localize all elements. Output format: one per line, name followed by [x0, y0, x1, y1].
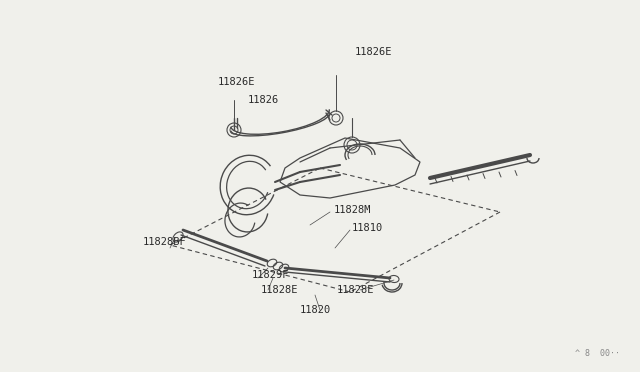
Text: 11826E: 11826E — [355, 47, 392, 57]
Text: 11826: 11826 — [248, 95, 279, 105]
Text: 11810: 11810 — [352, 223, 383, 233]
Text: 11828E: 11828E — [261, 285, 298, 295]
Text: 11829F: 11829F — [252, 270, 289, 280]
Polygon shape — [280, 138, 420, 198]
Text: 11820: 11820 — [300, 305, 332, 315]
Text: 11828BF: 11828BF — [143, 237, 187, 247]
Text: 11826E: 11826E — [218, 77, 255, 87]
Text: 11828E: 11828E — [337, 285, 374, 295]
Text: 11828M: 11828M — [334, 205, 371, 215]
Text: ^ 8  00··: ^ 8 00·· — [575, 349, 620, 358]
